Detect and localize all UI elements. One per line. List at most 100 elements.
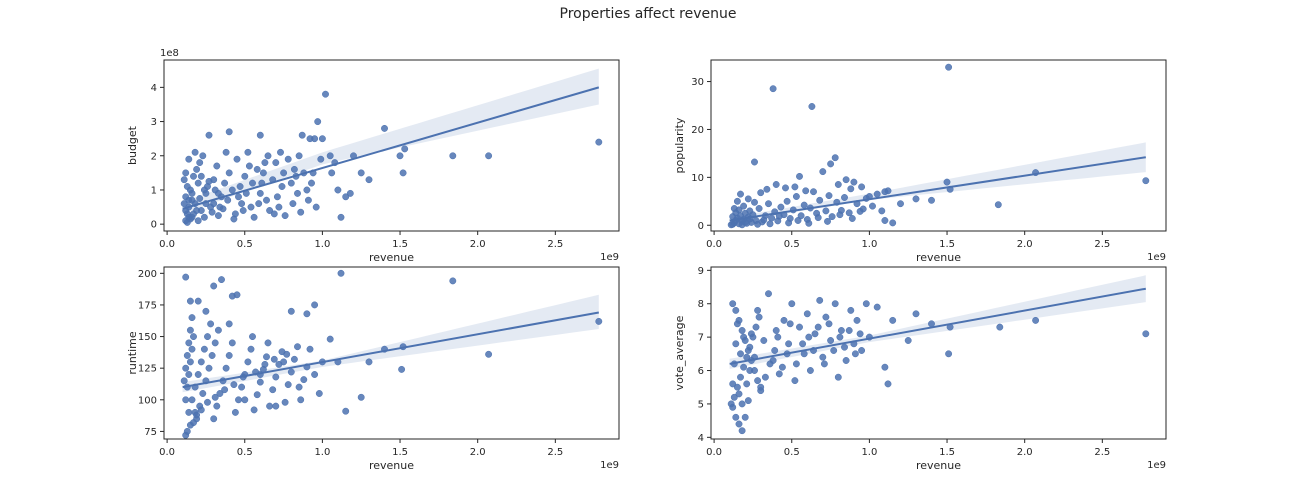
data-point <box>249 333 256 341</box>
data-point <box>280 169 288 177</box>
figure-title: Properties affect revenue <box>559 6 737 22</box>
data-point <box>752 323 760 331</box>
data-point <box>239 207 247 214</box>
data-point <box>185 371 193 378</box>
data-point <box>765 200 772 208</box>
y-axis-label: vote_average <box>673 315 686 390</box>
data-point <box>357 393 365 401</box>
data-point <box>827 160 835 168</box>
data-point <box>225 128 233 136</box>
data-point <box>256 378 264 386</box>
data-point <box>841 343 848 351</box>
x-tick-label: 0.0 <box>159 447 175 458</box>
data-point <box>326 335 334 343</box>
data-point <box>830 347 838 354</box>
axes-frame-budget <box>163 59 620 232</box>
data-point <box>200 186 208 194</box>
data-point <box>401 145 409 153</box>
data-point <box>317 155 325 163</box>
data-point <box>365 176 373 184</box>
data-point <box>741 413 749 421</box>
data-point <box>357 169 365 177</box>
data-point <box>194 371 202 378</box>
data-point <box>740 202 748 210</box>
data-point <box>272 402 280 410</box>
data-point <box>738 327 746 334</box>
data-point <box>334 186 342 194</box>
data-point <box>180 200 188 208</box>
data-point <box>235 396 242 404</box>
data-point <box>199 152 207 160</box>
data-point <box>740 333 748 341</box>
data-point <box>270 355 278 363</box>
data-point <box>810 188 817 196</box>
x-tick-label: 1.5 <box>392 447 408 458</box>
data-point <box>311 371 319 378</box>
data-point <box>188 314 196 322</box>
data-point <box>186 297 194 305</box>
data-point <box>729 380 737 388</box>
data-point <box>283 350 291 358</box>
data-point <box>185 408 193 416</box>
data-point <box>183 427 191 435</box>
data-point <box>270 210 278 218</box>
data-point <box>775 370 783 378</box>
data-point <box>732 306 740 314</box>
data-point <box>214 212 222 220</box>
data-point <box>834 373 842 381</box>
data-point <box>326 152 334 160</box>
data-point <box>197 406 205 414</box>
data-point <box>337 213 345 221</box>
data-point <box>190 419 197 427</box>
data-point <box>757 189 765 197</box>
y-axis-label: runtime <box>126 331 139 375</box>
data-point <box>780 316 788 324</box>
data-point <box>297 208 305 216</box>
x-tick-label: 0.5 <box>784 447 800 458</box>
data-point <box>214 189 222 197</box>
data-point <box>190 333 197 341</box>
x-tick-label: 2.5 <box>547 447 563 458</box>
data-point <box>816 296 824 304</box>
data-point <box>727 221 735 229</box>
data-point <box>761 373 769 381</box>
data-point <box>841 194 848 201</box>
subplot-vote_average: 0.0 0.5 1.0 1.5 2.0 2.5 4 5 6 7 8 9 revenue vote_aver… <box>673 266 1167 472</box>
data-point <box>221 179 229 187</box>
data-point <box>744 347 752 354</box>
data-point <box>199 390 207 397</box>
data-point <box>190 172 197 180</box>
data-point <box>881 363 889 371</box>
data-point <box>897 200 904 208</box>
data-point <box>819 353 827 361</box>
data-point <box>396 152 404 160</box>
data-point <box>225 320 233 328</box>
y-tick-label: 1 <box>151 185 157 196</box>
x-axis-label: revenue <box>916 251 961 264</box>
data-point <box>250 213 258 221</box>
data-point <box>754 377 762 385</box>
regression-line-runtime <box>182 311 599 389</box>
data-point <box>298 131 306 139</box>
data-point <box>236 183 244 190</box>
data-point <box>733 320 741 328</box>
data-point <box>381 124 388 132</box>
y-tick-label: 20 <box>691 125 704 136</box>
data-point <box>820 360 828 368</box>
data-point <box>768 214 776 222</box>
data-point <box>735 206 743 214</box>
data-point <box>732 413 740 421</box>
data-point <box>822 313 830 321</box>
x-tick-label: 1.5 <box>939 239 955 250</box>
data-point <box>182 364 190 372</box>
x-axis-label: revenue <box>369 459 414 472</box>
data-point <box>783 197 791 205</box>
data-point <box>297 396 305 404</box>
data-point <box>760 216 768 224</box>
data-point <box>751 158 758 166</box>
data-point <box>249 179 256 187</box>
data-point <box>1142 177 1150 185</box>
data-point <box>928 196 935 204</box>
data-point <box>193 411 201 419</box>
subplot-popularity: 0.0 0.5 1.0 1.5 2.0 2.5 0 10 20 30 revenue populari… <box>673 59 1167 264</box>
